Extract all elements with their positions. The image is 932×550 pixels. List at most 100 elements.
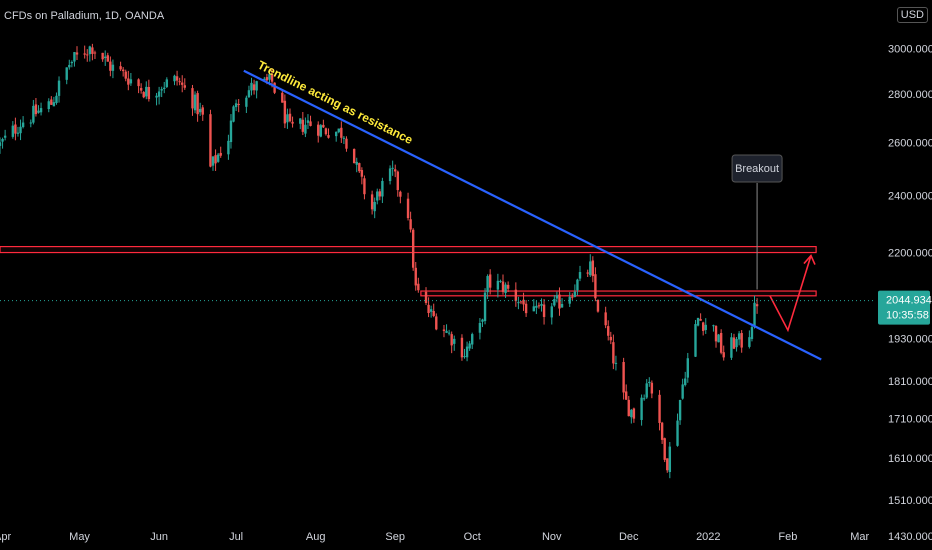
candle-body xyxy=(714,326,718,342)
candle-body xyxy=(750,327,754,339)
candle-body xyxy=(442,329,446,331)
y-tick-label: 1930.000 xyxy=(888,334,932,346)
candle-body xyxy=(281,92,284,103)
candle-body xyxy=(614,362,618,364)
candle-body xyxy=(517,302,520,304)
bar-countdown: 10:35:58 xyxy=(886,310,929,322)
candle-body xyxy=(445,330,448,333)
candle-body xyxy=(411,229,415,268)
candle-body xyxy=(288,113,292,122)
candle-body xyxy=(522,299,525,305)
candle-body xyxy=(678,399,682,421)
candle-body xyxy=(573,291,577,297)
candle-body xyxy=(396,171,399,191)
candle-body xyxy=(52,102,56,107)
candle-body xyxy=(681,384,684,399)
candle-body xyxy=(57,80,61,96)
candle-body xyxy=(686,358,689,378)
candle-body xyxy=(193,94,197,111)
candle-body xyxy=(145,86,148,97)
candle-body xyxy=(181,82,184,85)
y-tick-label: 2200.000 xyxy=(888,248,932,260)
candle-body xyxy=(391,167,394,169)
candle-body xyxy=(106,55,109,62)
candle-body xyxy=(378,191,382,197)
candle-body xyxy=(627,399,630,417)
candle-body xyxy=(399,191,402,197)
candle-body xyxy=(414,267,417,286)
x-tick-label: Dec xyxy=(619,531,639,543)
candle-body xyxy=(309,121,312,126)
candle-body xyxy=(668,446,672,473)
candle-body xyxy=(363,178,366,195)
candle-body xyxy=(286,114,289,123)
breakout-callout-label: Breakout xyxy=(735,163,779,175)
candle-body xyxy=(232,106,235,122)
candle-body xyxy=(65,67,68,80)
candle-body xyxy=(496,280,500,290)
candle-body xyxy=(370,194,374,210)
candle-body xyxy=(373,201,376,212)
candle-body xyxy=(93,52,97,54)
candle-body xyxy=(160,89,163,91)
candle-body xyxy=(198,108,202,113)
candle-body xyxy=(19,126,22,134)
candle-body xyxy=(265,77,269,81)
candle-body xyxy=(301,119,305,132)
candle-body xyxy=(553,299,556,306)
candle-body xyxy=(129,79,133,84)
x-tick-label: Aug xyxy=(306,531,326,543)
candle-body xyxy=(748,337,751,347)
candle-body xyxy=(355,161,358,165)
candle-body xyxy=(676,420,679,446)
candle-body xyxy=(317,124,320,136)
candle-body xyxy=(550,306,553,318)
candle-body xyxy=(740,333,743,348)
candle-body xyxy=(612,342,615,364)
candle-body xyxy=(576,279,579,291)
candle-body xyxy=(666,458,669,471)
last-price-value: 2044.934 xyxy=(886,295,932,307)
candle-body xyxy=(755,304,759,307)
candlestick-series xyxy=(0,43,759,479)
candle-body xyxy=(486,276,489,293)
candle-body xyxy=(409,219,412,230)
candle-body xyxy=(645,383,648,398)
candle-body xyxy=(91,47,94,54)
candle-body xyxy=(147,86,151,100)
candle-body xyxy=(712,325,715,327)
y-tick-label: 1710.000 xyxy=(888,413,932,425)
x-tick-label: Oct xyxy=(464,531,481,543)
candle-body xyxy=(730,337,733,358)
candle-body xyxy=(571,296,574,298)
candle-body xyxy=(648,381,651,384)
currency-badge[interactable]: USD xyxy=(896,7,928,23)
candle-body xyxy=(304,124,307,134)
candle-body xyxy=(471,334,474,345)
resistance-zones xyxy=(0,245,817,297)
candle-body xyxy=(358,163,361,172)
y-tick-label: 3000.000 xyxy=(888,43,932,55)
candle-body xyxy=(1,139,4,142)
y-axis: 3000.000 2800.000 2600.000 2400.000 2200.000… xyxy=(888,43,932,543)
candle-body xyxy=(696,317,700,326)
candle-body xyxy=(0,142,2,146)
candle-body xyxy=(50,99,53,105)
candle-body xyxy=(119,66,122,70)
candle-body xyxy=(417,283,420,291)
candle-body xyxy=(558,294,561,309)
candle-body xyxy=(596,299,600,312)
candle-body xyxy=(11,125,15,137)
candle-body xyxy=(137,79,140,87)
candle-body xyxy=(753,302,756,326)
x-tick-label: Feb xyxy=(778,531,797,543)
candle-body xyxy=(88,46,92,55)
candle-body xyxy=(699,319,702,321)
candle-body xyxy=(568,296,571,304)
candle-body xyxy=(283,100,287,124)
candle-body xyxy=(732,337,736,349)
last-price-tag xyxy=(878,290,930,325)
y-tick-label: 1430.000 xyxy=(888,531,932,543)
candle-body xyxy=(306,120,310,123)
